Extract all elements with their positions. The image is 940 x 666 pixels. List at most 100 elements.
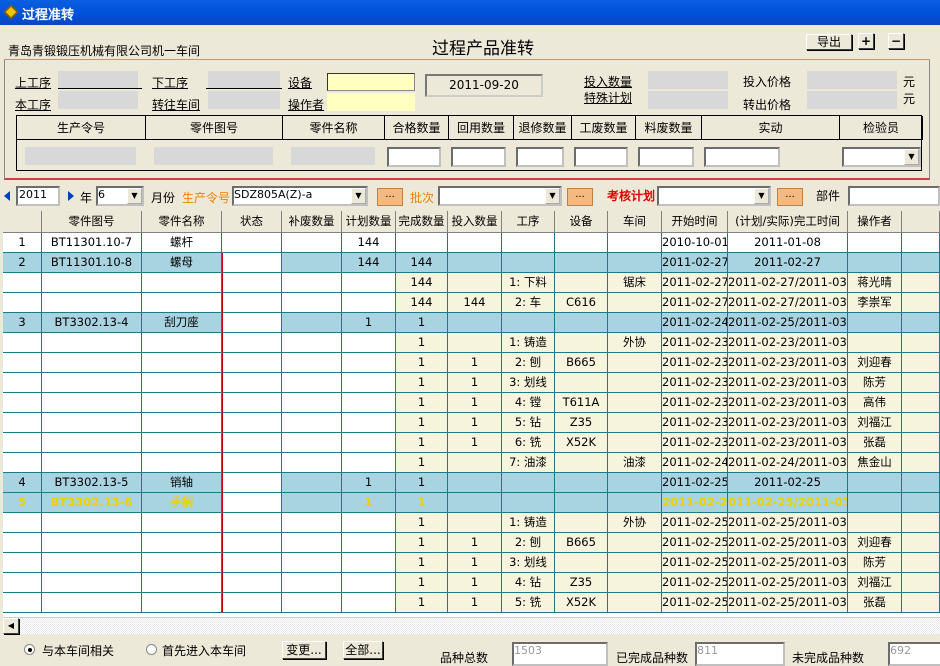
month-select[interactable]: 6 ▼	[96, 186, 144, 206]
cell-extra	[902, 433, 940, 453]
horizontal-scrollbar[interactable]: ◀	[3, 617, 940, 634]
table-row[interactable]: 114: 钻Z352011-02-252011-02-25/2011-03-16…	[3, 573, 940, 593]
cell-process: 4: 镗	[502, 393, 555, 413]
column-header-operator[interactable]: 操作者	[848, 211, 902, 233]
year-input[interactable]: 2011	[16, 186, 60, 206]
table-row[interactable]: 112: 刨B6652011-02-252011-02-25/2011-03-1…	[3, 533, 940, 553]
plan-browse-button[interactable]: ...	[777, 188, 803, 206]
page-title: 过程产品准转	[432, 39, 534, 59]
dropdown-arrow-icon[interactable]: ▼	[754, 188, 769, 204]
plan-select[interactable]: ▼	[657, 186, 771, 206]
table-row[interactable]: 4 BT3302.13-5 销轴 1 1 2011-02-25 2011-02-25	[3, 473, 940, 493]
column-header-part-name[interactable]: 零件名称	[142, 211, 222, 233]
batch-browse-button[interactable]: ...	[567, 188, 593, 206]
cell-workshop	[608, 593, 662, 613]
batch-select[interactable]: ▼	[438, 186, 562, 206]
column-header-start-time[interactable]: 开始时间	[662, 211, 728, 233]
cell-status	[222, 373, 282, 393]
scroll-left-button[interactable]: ◀	[3, 618, 19, 634]
table-row[interactable]: 112: 刨B6652011-02-232011-02-23/2011-03-1…	[3, 353, 940, 373]
yuan-label-1: 元	[903, 75, 916, 89]
cell-done-qty: 144	[396, 273, 448, 293]
cell-extra	[902, 493, 940, 513]
cell-done-qty: 1	[396, 513, 448, 533]
column-header-input-qty[interactable]: 投入数量	[448, 211, 502, 233]
entry-header: 料废数量	[636, 116, 702, 140]
operator-field[interactable]	[327, 93, 415, 111]
column-header-part-drawing[interactable]: 零件图号	[42, 211, 142, 233]
column-header-extra[interactable]	[902, 211, 940, 233]
dropdown-arrow-icon[interactable]: ▼	[351, 188, 366, 204]
cell-input-qty: 1	[448, 393, 502, 413]
all-button[interactable]: 全部...	[343, 641, 383, 659]
entry-qty-input[interactable]	[638, 147, 694, 167]
inspector-select[interactable]: ▼	[842, 147, 921, 167]
table-row[interactable]: 2 BT11301.10-8 螺母 144 144 2011-02-27 2011-02-2…	[3, 253, 940, 273]
cell-start-time: 2011-02-23	[662, 333, 728, 353]
equipment-field[interactable]	[327, 73, 415, 91]
cell-input-qty: 1	[448, 533, 502, 553]
table-row[interactable]: 3 BT3302.13-4 刮刀座 1 1 2011-02-24 2011-02-25/20…	[3, 313, 940, 333]
cell-process	[502, 493, 555, 513]
prev-proc-field	[58, 71, 138, 89]
cell-finish-time: 2011-02-23/2011-03-16	[728, 413, 848, 433]
order-browse-button[interactable]: ...	[377, 188, 403, 206]
entry-qty-input[interactable]	[516, 147, 564, 167]
part-input[interactable]	[848, 186, 940, 206]
cell-workshop: 外协	[608, 513, 662, 533]
table-row[interactable]: 115: 铣X52K2011-02-252011-02-25/2011-03-1…	[3, 593, 940, 613]
special-plan-label: 特殊计划	[584, 91, 633, 105]
column-header-scrap-qty[interactable]: 补废数量	[282, 211, 342, 233]
table-row[interactable]: 115: 钻Z352011-02-232011-02-23/2011-03-16…	[3, 413, 940, 433]
equipment-label: 设备	[288, 76, 313, 90]
column-header-row-number[interactable]	[3, 211, 42, 233]
entry-qty-input[interactable]	[451, 147, 506, 167]
next-year-icon[interactable]	[68, 191, 74, 201]
expand-button[interactable]: +	[858, 33, 874, 49]
dropdown-arrow-icon[interactable]: ▼	[904, 149, 919, 165]
entry-qty-input[interactable]	[387, 147, 441, 167]
table-row[interactable]: 114: 镗T611A2011-02-232011-02-23/2011-03-…	[3, 393, 940, 413]
collapse-button[interactable]: −	[888, 33, 904, 49]
cell-row-number: 2	[3, 253, 42, 273]
cell-part-drawing	[42, 453, 142, 473]
change-button[interactable]: 变更...	[282, 641, 326, 659]
cell-part-name	[142, 393, 222, 413]
table-row[interactable]: 116: 铣X52K2011-02-232011-02-23/2011-03-1…	[3, 433, 940, 453]
order-select[interactable]: SDZ805A(Z)-a ▼	[232, 186, 368, 206]
table-row[interactable]: 144 144 2: 车 C616 2011-02-27 2011-02-27/2011-…	[3, 293, 940, 313]
cell-status	[222, 293, 282, 313]
dropdown-arrow-icon[interactable]: ▼	[545, 188, 560, 204]
column-header-workshop[interactable]: 车间	[608, 211, 662, 233]
column-header-equipment[interactable]: 设备	[555, 211, 608, 233]
cell-part-name	[142, 273, 222, 293]
cell-start-time: 2010-10-01	[662, 233, 728, 253]
cell-start-time: 2011-02-24	[662, 313, 728, 333]
entry-qty-input[interactable]	[574, 147, 628, 167]
table-row[interactable]: 144 1: 下料 锯床2011-02-272011-02-27/2011-03-1…	[3, 273, 940, 293]
cell-operator	[848, 473, 902, 493]
filter-bar: 2011 年 6 ▼ 月份 生产令号 SDZ805A(Z)-a ▼ ... 批次 ▼…	[0, 186, 940, 208]
column-header-plan-qty[interactable]: 计划数量	[342, 211, 396, 233]
radio-first-enter[interactable]	[146, 644, 157, 655]
radio-related[interactable]	[24, 644, 35, 655]
column-header-status[interactable]: 状态	[222, 211, 282, 233]
prev-year-icon[interactable]	[4, 191, 10, 201]
cell-row-number	[3, 353, 42, 373]
table-row[interactable]: 1 7: 油漆 油漆2011-02-242011-02-24/2011-03-19焦…	[3, 453, 940, 473]
cell-extra	[902, 473, 940, 493]
column-header-finish-time[interactable]: (计划/实际)完工时间	[728, 211, 848, 233]
table-row[interactable]: 1 BT11301.10-7 螺杆 144 2010-10-01 2011-01-08	[3, 233, 940, 253]
dropdown-arrow-icon[interactable]: ▼	[127, 188, 142, 204]
column-header-done-qty[interactable]: 完成数量	[396, 211, 448, 233]
column-header-process[interactable]: 工序	[502, 211, 555, 233]
cell-input-qty: 144	[448, 293, 502, 313]
entry-header: 实动	[702, 116, 840, 140]
entry-qty-input[interactable]	[704, 147, 780, 167]
export-button[interactable]: 导出	[806, 34, 852, 50]
